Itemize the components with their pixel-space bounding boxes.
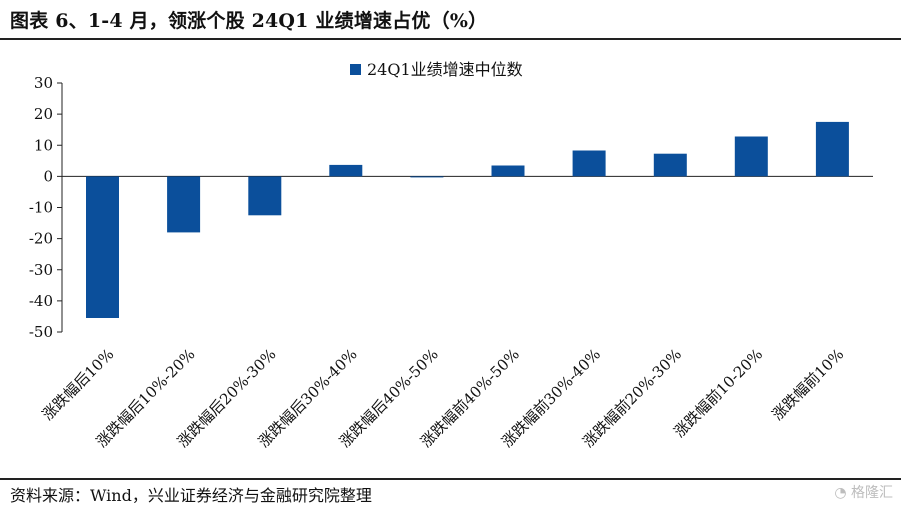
y-tick-label: -50 [29, 323, 53, 341]
bar [410, 176, 444, 178]
bar [86, 176, 119, 318]
bar [248, 176, 282, 216]
y-tick-label: -10 [29, 199, 53, 217]
bottom-rule [0, 478, 901, 480]
bar-chart: 3020100-10-20-30-40-50涨跌幅后10%涨跌幅后10%-20%… [29, 60, 873, 451]
y-tick-label: -30 [29, 261, 53, 279]
y-tick-label: 30 [34, 74, 53, 92]
y-tick-label: -40 [29, 292, 53, 310]
y-tick-label: 20 [34, 105, 53, 123]
y-tick-label: -20 [29, 230, 53, 248]
y-tick-label: 0 [43, 167, 53, 185]
top-rule [0, 38, 901, 40]
y-tick-label: 10 [34, 136, 53, 154]
gelonghui-logo-icon: ◔ [834, 485, 847, 501]
watermark-text: 格隆汇 [851, 485, 893, 501]
watermark: ◔ 格隆汇 [834, 482, 893, 502]
bar [734, 136, 768, 177]
legend-label: 24Q1业绩增速中位数 [367, 60, 523, 79]
legend-swatch [350, 64, 361, 75]
bar [815, 121, 849, 177]
chart-title: 图表 6、1-4 月，领涨个股 24Q1 业绩增速占优（%） [10, 10, 488, 32]
bar [653, 153, 687, 177]
x-tick-label: 涨跌幅前10% [769, 345, 848, 424]
x-tick-label: 涨跌幅后10% [39, 345, 118, 424]
bar [167, 176, 201, 233]
bar [329, 164, 363, 177]
bar [572, 150, 606, 177]
source-note: 资料来源：Wind，兴业证券经济与金融研究院整理 [10, 486, 372, 505]
x-tick-label: 涨跌幅前10-20% [670, 345, 766, 441]
bar [491, 165, 525, 177]
